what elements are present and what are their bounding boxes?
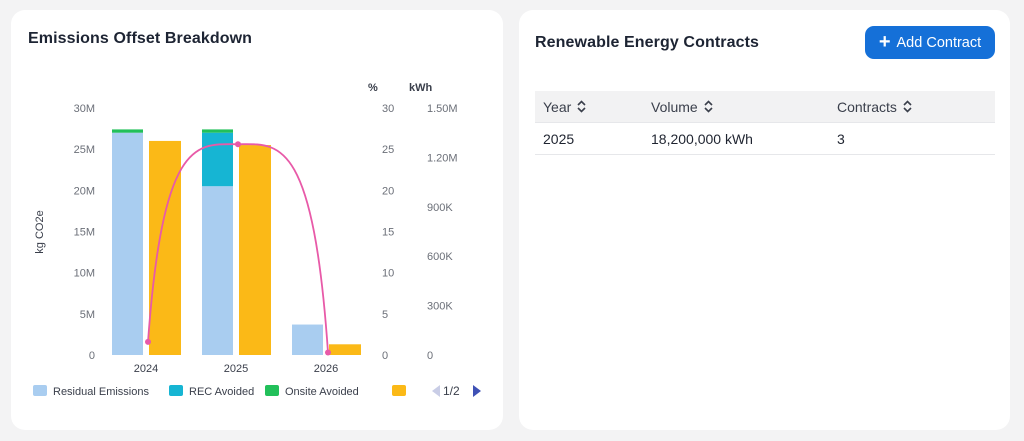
y3-tick-label: 1.50M <box>427 103 458 115</box>
y2-tick-label: 10 <box>382 268 394 280</box>
line-point <box>145 338 151 345</box>
legend-swatch <box>33 385 47 396</box>
y3-tick-label: 0 <box>427 350 433 362</box>
sort-icon[interactable] <box>903 100 912 113</box>
column-label-year: Year <box>543 98 572 115</box>
emissions-offset-chart: 05M10M15M20M25M30M0510152025300300K600K9… <box>33 82 481 398</box>
y2-tick-label: 20 <box>382 185 394 197</box>
bar-residual-emissions <box>202 186 233 355</box>
legend-swatch <box>265 385 279 396</box>
legend-next-icon <box>473 385 481 397</box>
y-axis-label: kg CO2e <box>34 210 46 253</box>
add-contract-label: Add Contract <box>896 34 982 51</box>
chart-title: Emissions Offset Breakdown <box>28 30 252 47</box>
y2-tick-label: 30 <box>382 103 394 115</box>
y2-tick-label: 25 <box>382 144 394 156</box>
y2-tick-label: 5 <box>382 309 388 321</box>
bar-side-series <box>329 344 361 355</box>
column-header-contracts[interactable]: Contracts <box>837 99 912 115</box>
bar-onsite-avoided <box>202 129 233 133</box>
column-label-contracts: Contracts <box>837 98 897 115</box>
column-header-volume[interactable]: Volume <box>651 99 713 115</box>
legend-swatch <box>169 385 183 396</box>
legend-prev-icon <box>432 385 440 397</box>
emissions-chart-card: Emissions Offset Breakdown 0 5M 10M 15M 20M 2… <box>11 10 503 430</box>
bar-side-series <box>149 140 181 355</box>
line-point <box>325 349 331 356</box>
cell-contracts: 3 <box>837 130 845 147</box>
bar-side-series <box>239 145 271 355</box>
x-tick-label: 2026 <box>314 363 338 375</box>
y3-tick-label: 900K <box>427 202 453 214</box>
x-tick-label: 2025 <box>224 363 248 375</box>
sort-icon[interactable] <box>704 100 713 113</box>
y3-tick-label: 1.20M <box>427 152 458 164</box>
bar-residual-emissions <box>292 324 323 355</box>
legend-label: Residual Emissions <box>53 386 149 398</box>
bar-rec-avoided <box>202 132 233 187</box>
legend-label: Onsite Avoided <box>285 386 359 398</box>
line-point <box>235 141 241 148</box>
y3-unit-label: kWh <box>409 82 433 94</box>
y2-tick-label: 0 <box>382 350 388 362</box>
contracts-table: Year Volume Contracts 2025 18,200,000 kW <box>535 91 995 155</box>
cell-volume: 18,200,000 kWh <box>651 130 753 147</box>
y-tick-label: 30M <box>74 103 95 115</box>
y-tick-label: 5M <box>80 309 95 321</box>
contracts-card: Renewable Energy Contracts + Add Contrac… <box>519 10 1010 430</box>
cell-year: 2025 <box>543 130 575 147</box>
x-tick-label: 2024 <box>134 363 158 375</box>
bar-residual-emissions <box>112 132 143 355</box>
y-tick-label: 20M <box>74 185 95 197</box>
column-label-volume: Volume <box>651 98 698 115</box>
plus-icon: + <box>878 30 891 53</box>
y-tick-label: 0 <box>89 350 95 362</box>
legend-label: REC Avoided <box>189 386 254 398</box>
y2-unit-label: % <box>368 82 378 94</box>
legend-swatch <box>392 385 406 396</box>
y-tick-label: 25M <box>74 144 95 156</box>
y-tick-label: 10M <box>74 268 95 280</box>
bar-onsite-avoided <box>112 129 143 133</box>
add-contract-button[interactable]: + Add Contract <box>865 26 995 59</box>
contracts-title: Renewable Energy Contracts <box>535 34 759 51</box>
y3-tick-label: 300K <box>427 301 453 313</box>
table-row[interactable]: 2025 18,200,000 kWh 3 <box>535 122 995 155</box>
sort-icon[interactable] <box>577 100 586 113</box>
y3-tick-label: 600K <box>427 251 453 263</box>
table-header: Year Volume Contracts <box>535 91 995 122</box>
y-tick-label: 15M <box>74 227 95 239</box>
column-header-year[interactable]: Year <box>543 99 586 115</box>
legend-page-label: 1/2 <box>443 384 460 398</box>
y2-tick-label: 15 <box>382 227 394 239</box>
